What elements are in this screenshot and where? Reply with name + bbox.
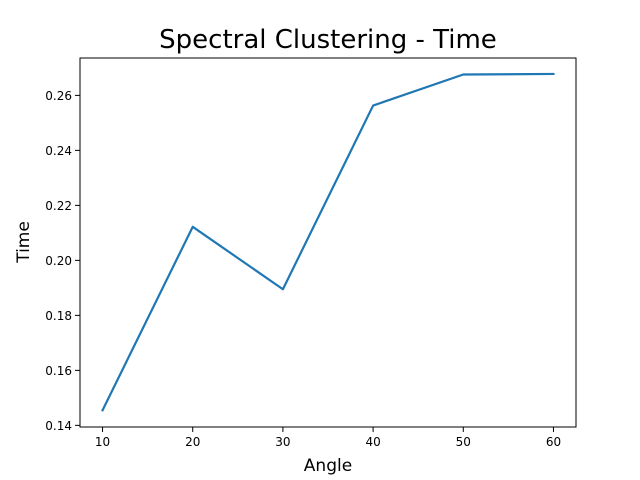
x-tick-label: 60 [546,435,561,449]
x-tick-label: 40 [365,435,380,449]
x-tick-label: 10 [95,435,110,449]
x-tick-label: 50 [456,435,471,449]
y-tick-label: 0.16 [45,364,72,378]
plot-frame [79,57,577,428]
series-group [101,72,555,412]
plot-area [79,57,577,428]
x-tick-label: 30 [275,435,290,449]
y-tick-label: 0.24 [45,144,72,158]
y-axis: 0.14 0.16 0.18 0.20 0.22 0.24 0.26 [45,89,80,433]
y-tick-label: 0.18 [45,309,72,323]
y-tick-label: 0.26 [45,89,72,103]
y-tick-label: 0.14 [45,419,72,433]
x-axis: 10 20 30 40 50 60 [95,427,561,449]
y-tick-label: 0.20 [45,254,72,268]
series-line-0 [101,72,555,412]
x-tick-label: 20 [185,435,200,449]
chart-title: Spectral Clustering - Time [159,25,497,55]
y-axis-label: Time [14,221,34,264]
x-axis-label: Angle [304,456,352,476]
y-tick-label: 0.22 [45,199,72,213]
